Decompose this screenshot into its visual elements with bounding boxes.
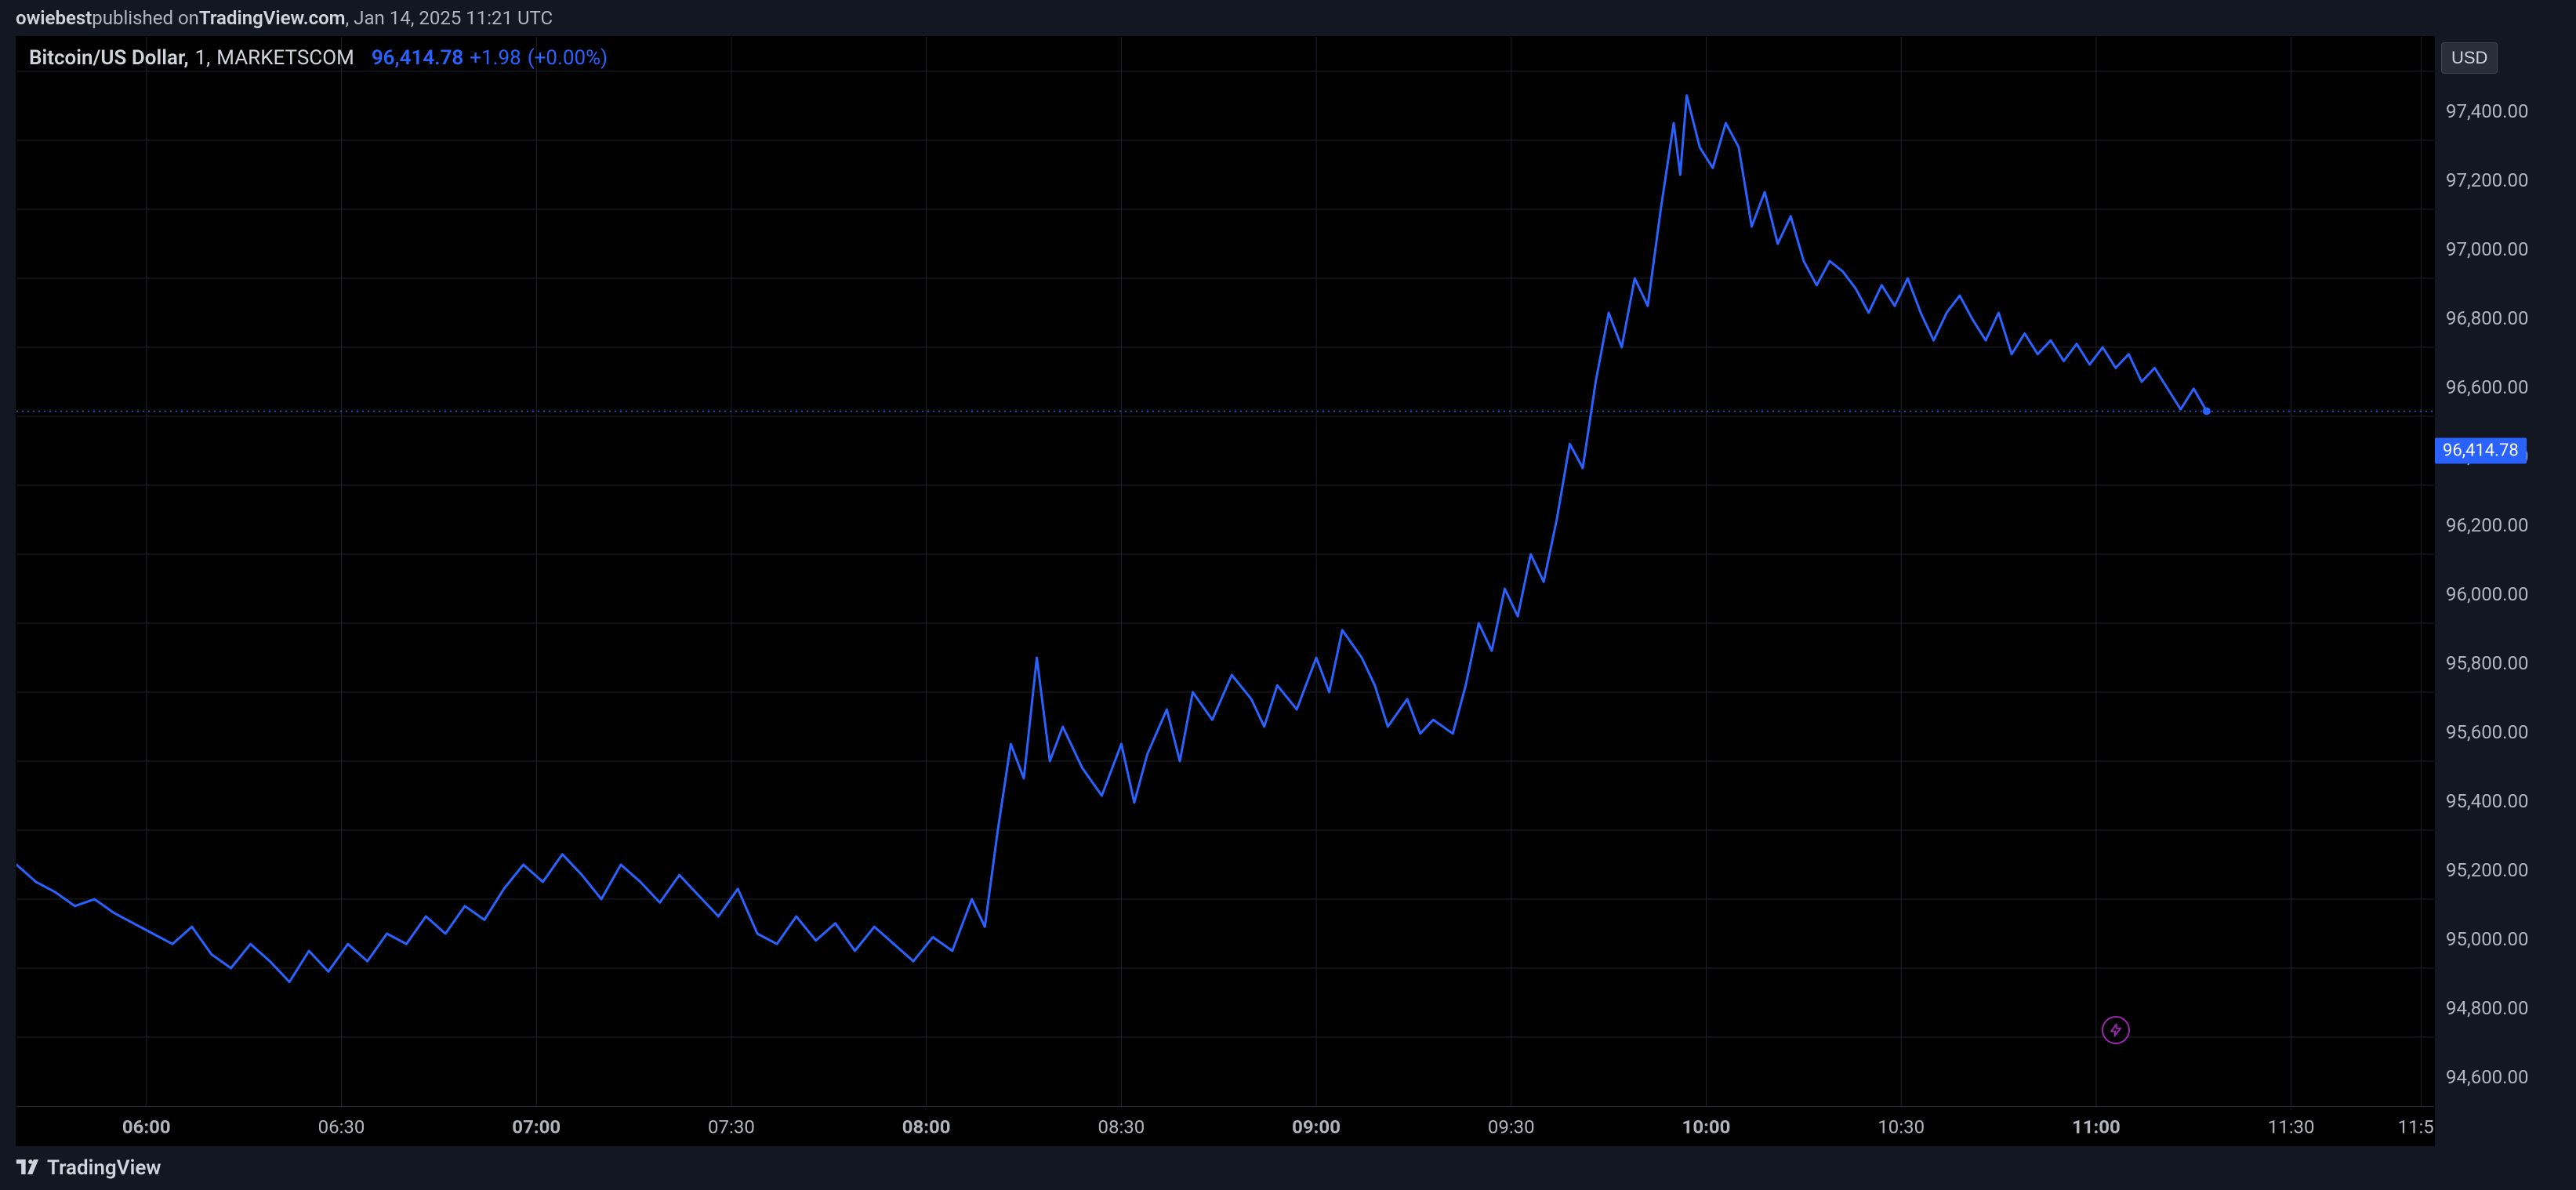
tradingview-glyph-icon (16, 1157, 39, 1179)
svg-text:09:30: 09:30 (1488, 1116, 1535, 1138)
svg-text:95,800.00: 95,800.00 (2446, 652, 2528, 674)
svg-text:96,200.00: 96,200.00 (2446, 514, 2528, 536)
chart-plot-area[interactable] (16, 37, 2434, 1106)
svg-text:06:30: 06:30 (318, 1116, 365, 1138)
legend-symbol[interactable]: Bitcoin/US Dollar, (29, 46, 189, 70)
y-axis-svg: 94,600.00 94,800.00 95,000.00 95,200.00 95,4… (2435, 77, 2560, 1146)
y-axis-column: USD 94,600.00 94,800.00 95,000.00 95,200.00… (2435, 36, 2560, 1146)
svg-text:96,800.00: 96,800.00 (2446, 307, 2528, 329)
svg-text:08:30: 08:30 (1098, 1116, 1145, 1138)
x-axis[interactable]: 06:00 06:30 07:00 07:30 08:00 08:30 09:00 09:30… (16, 1106, 2434, 1145)
svg-text:11:00: 11:00 (2072, 1116, 2121, 1138)
svg-text:96,000.00: 96,000.00 (2446, 583, 2528, 605)
svg-text:97,000.00: 97,000.00 (2446, 238, 2528, 260)
tradingview-brand-text: TradingView (47, 1156, 161, 1180)
published-on-text: published on (92, 7, 199, 29)
snapshot-icon[interactable] (2102, 1016, 2130, 1044)
publish-timestamp: , Jan 14, 2025 11:21 UTC (346, 7, 553, 29)
root: owiebest published on TradingView.com , … (0, 0, 2576, 1190)
legend-exchange[interactable]: MARKETSCOM (216, 46, 354, 70)
chart-svg (16, 37, 2434, 1106)
chart-row: Bitcoin/US Dollar, 1, MARKETSCOM 96,414.… (0, 36, 2576, 1146)
x-axis-svg: 06:00 06:30 07:00 07:30 08:00 08:30 09:00 09:30… (16, 1107, 2434, 1145)
y-axis[interactable]: 94,600.00 94,800.00 95,000.00 95,200.00 95,4… (2435, 77, 2560, 1146)
svg-text:11:50: 11:50 (2398, 1116, 2434, 1138)
svg-text:08:00: 08:00 (902, 1116, 951, 1138)
svg-text:97,200.00: 97,200.00 (2446, 169, 2528, 191)
legend-interval[interactable]: 1, (195, 46, 211, 70)
svg-text:94,800.00: 94,800.00 (2446, 997, 2528, 1019)
svg-text:95,600.00: 95,600.00 (2446, 721, 2528, 743)
svg-text:95,400.00: 95,400.00 (2446, 790, 2528, 812)
footer-bar: TradingView (0, 1146, 2576, 1190)
svg-text:97,400.00: 97,400.00 (2446, 100, 2528, 122)
chart-frame: Bitcoin/US Dollar, 1, MARKETSCOM 96,414.… (16, 36, 2435, 1146)
y-axis-header: USD (2435, 36, 2560, 77)
svg-text:96,600.00: 96,600.00 (2446, 376, 2528, 398)
publish-site: TradingView.com (199, 7, 346, 29)
svg-text:95,200.00: 95,200.00 (2446, 859, 2528, 881)
svg-text:95,000.00: 95,000.00 (2446, 928, 2528, 950)
svg-text:94,600.00: 94,600.00 (2446, 1066, 2528, 1088)
svg-text:07:00: 07:00 (512, 1116, 561, 1138)
svg-text:07:30: 07:30 (708, 1116, 755, 1138)
tradingview-logo[interactable]: TradingView (16, 1156, 161, 1180)
publisher-name: owiebest (16, 7, 92, 29)
publish-info-bar: owiebest published on TradingView.com , … (0, 0, 2576, 36)
currency-button[interactable]: USD (2441, 42, 2498, 74)
legend-change-pct: (+0.00%) (528, 46, 608, 70)
chart-legend: Bitcoin/US Dollar, 1, MARKETSCOM 96,414.… (29, 46, 608, 70)
svg-text:11:30: 11:30 (2268, 1116, 2315, 1138)
svg-text:10:00: 10:00 (1682, 1116, 1731, 1138)
last-price-marker: 96,414.78 (2435, 438, 2527, 464)
svg-text:09:00: 09:00 (1292, 1116, 1341, 1138)
svg-text:06:00: 06:00 (122, 1116, 171, 1138)
legend-change-abs: +1.98 (470, 46, 521, 70)
legend-last-price: 96,414.78 (372, 46, 463, 70)
svg-text:10:30: 10:30 (1878, 1116, 1925, 1138)
